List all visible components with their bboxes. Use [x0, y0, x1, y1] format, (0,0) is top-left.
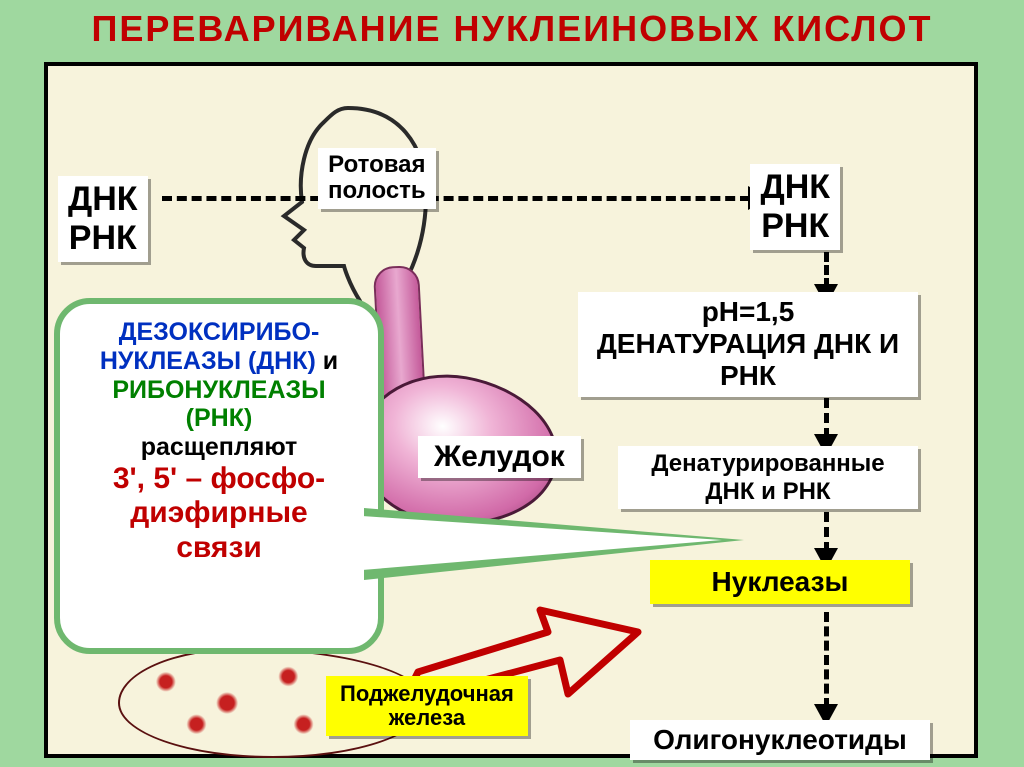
callout-line5: расщепляют [70, 433, 368, 462]
arrow-v2 [824, 398, 829, 438]
denat-line1: Денатурированные [628, 450, 908, 478]
pancreas-label: Поджелудочная железа [326, 676, 528, 736]
callout-line2-wrap: НУКЛЕАЗЫ (ДНК) и [70, 347, 368, 376]
dnk-right-line2: РНК [760, 207, 830, 246]
mouth-label: Ротовая полость [318, 148, 436, 209]
denat-line2: ДНК и РНК [628, 478, 908, 506]
ph-box: pH=1,5 ДЕНАТУРАЦИЯ ДНК И РНК [578, 292, 918, 397]
dnk-left-line2: РНК [68, 219, 138, 258]
oligonucleotides-label: Олигонуклеотиды [630, 720, 930, 760]
callout-line2: НУКЛЕАЗЫ (ДНК) [100, 347, 316, 375]
callout-line3: РИБОНУКЛЕАЗЫ [70, 376, 368, 405]
callout-line1: ДЕЗОКСИРИБО- [70, 318, 368, 347]
callout-tail-fill [362, 516, 722, 570]
pancreas-line1: Поджелудочная [340, 682, 514, 706]
pancreas-line2: железа [340, 706, 514, 730]
dnk-rnk-left-label: ДНК РНК [58, 176, 148, 262]
dnk-left-line1: ДНК [68, 180, 138, 219]
callout-line2-suffix: и [316, 347, 338, 375]
enzyme-callout: ДЕЗОКСИРИБО- НУКЛЕАЗЫ (ДНК) и РИБОНУКЛЕА… [54, 298, 384, 654]
arrow-v4 [824, 612, 829, 708]
stomach-label: Желудок [418, 436, 581, 478]
ph-line2: ДЕНАТУРАЦИЯ ДНК И РНК [588, 328, 908, 392]
mouth-line2: полость [328, 178, 426, 204]
arrow-v3 [824, 512, 829, 552]
callout-bubble: ДЕЗОКСИРИБО- НУКЛЕАЗЫ (ДНК) и РИБОНУКЛЕА… [54, 298, 384, 654]
mouth-line1: Ротовая [328, 152, 426, 178]
page-title: ПЕРЕВАРИВАНИЕ НУКЛЕИНОВЫХ КИСЛОТ [0, 8, 1024, 50]
arrow-mouth-path [162, 196, 750, 201]
diagram-area: ДНК РНК Ротовая полость ДНК РНК pH=1,5 Д… [44, 62, 978, 758]
callout-line6: 3', 5' – фосфо- [70, 462, 368, 497]
dnk-rnk-right-label: ДНК РНК [750, 164, 840, 250]
denatured-label: Денатурированные ДНК и РНК [618, 446, 918, 509]
arrow-v1 [824, 252, 829, 288]
dnk-right-line1: ДНК [760, 168, 830, 207]
callout-line4: (РНК) [70, 404, 368, 433]
ph-line1: pH=1,5 [588, 296, 908, 328]
callout-line7: диэфирные [70, 496, 368, 531]
callout-line8: связи [70, 531, 368, 566]
